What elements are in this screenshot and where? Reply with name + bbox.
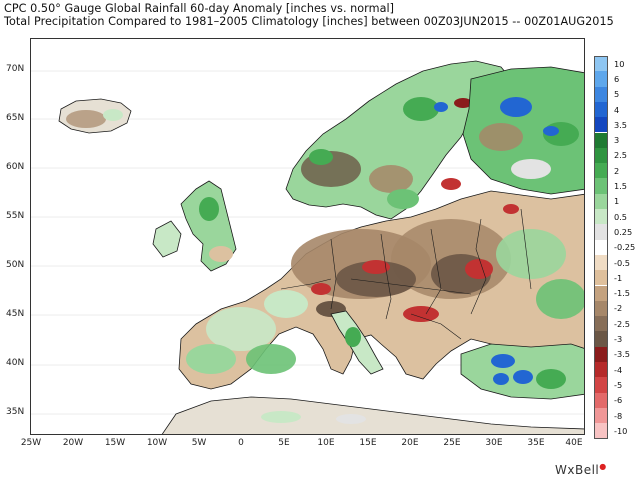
legend-label: -2 bbox=[614, 303, 623, 314]
legend-swatch bbox=[594, 392, 608, 408]
lon-tick: 10E bbox=[317, 438, 335, 448]
iceland bbox=[58, 98, 132, 134]
brand-text: WxBell bbox=[555, 463, 600, 477]
legend-swatch bbox=[594, 239, 608, 255]
legend-label: -4 bbox=[614, 364, 623, 375]
north-africa bbox=[161, 396, 584, 434]
lat-tick: 70N bbox=[6, 64, 25, 74]
legend-swatch bbox=[594, 163, 608, 179]
lon-tick: 10W bbox=[146, 438, 168, 448]
legend-label: -5 bbox=[614, 379, 623, 390]
legend-swatch bbox=[594, 362, 608, 378]
legend-label: 3 bbox=[614, 135, 620, 146]
legend-label: 0.25 bbox=[614, 226, 633, 237]
legend-swatch bbox=[594, 407, 608, 424]
legend-swatch bbox=[594, 316, 608, 332]
lat-tick: 45N bbox=[6, 309, 25, 319]
legend-label: 1 bbox=[614, 196, 620, 207]
legend-swatch bbox=[594, 254, 608, 271]
finland-russia bbox=[462, 66, 584, 195]
lon-tick: 5W bbox=[191, 438, 207, 448]
lon-tick: 5E bbox=[278, 438, 290, 448]
lon-tick: 20E bbox=[401, 438, 419, 448]
map-title: CPC 0.50° Gauge Global Rainfall 60-day A… bbox=[4, 2, 395, 15]
lat-tick: 40N bbox=[6, 358, 25, 368]
borders bbox=[280, 208, 532, 340]
legend-swatch bbox=[594, 285, 608, 301]
wxbell-logo: WxBell● bbox=[555, 462, 607, 477]
europe-map-svg bbox=[31, 60, 584, 434]
legend-swatch bbox=[594, 300, 608, 317]
legend-label: 10 bbox=[614, 58, 625, 69]
legend-swatch bbox=[594, 209, 608, 225]
british-isles bbox=[152, 180, 237, 272]
legend-swatch bbox=[594, 71, 608, 87]
legend-swatch bbox=[594, 178, 608, 194]
lon-tick: 15W bbox=[104, 438, 126, 448]
lon-tick: 40E bbox=[565, 438, 583, 448]
turkey bbox=[460, 343, 584, 400]
lat-tick: 50N bbox=[6, 260, 25, 270]
legend-label: 5 bbox=[614, 89, 620, 100]
legend-swatch bbox=[594, 101, 608, 118]
legend-label: -3 bbox=[614, 334, 623, 345]
lat-tick: 55N bbox=[6, 211, 25, 221]
legend-label: 3.5 bbox=[614, 119, 628, 130]
lat-tick: 35N bbox=[6, 407, 25, 417]
italy bbox=[330, 310, 384, 375]
map-subtitle: Total Precipitation Compared to 1981–200… bbox=[4, 15, 614, 28]
legend-label: 0.5 bbox=[614, 211, 628, 222]
legend-label: -10 bbox=[614, 425, 628, 436]
legend-label: 2.5 bbox=[614, 150, 628, 161]
legend-swatch bbox=[594, 193, 608, 209]
legend-label: -6 bbox=[614, 395, 623, 406]
legend-label: 1.5 bbox=[614, 181, 628, 192]
legend-swatch bbox=[594, 56, 608, 72]
lat-tick: 65N bbox=[6, 113, 25, 123]
anomaly-map bbox=[30, 38, 585, 435]
legend-label: -0.25 bbox=[614, 242, 636, 253]
lon-tick: 35E bbox=[527, 438, 545, 448]
continental-europe bbox=[178, 178, 584, 390]
legend-label: -0.5 bbox=[614, 257, 630, 268]
legend-swatch bbox=[594, 86, 608, 102]
legend-swatch bbox=[594, 423, 608, 439]
lon-tick: 30E bbox=[485, 438, 503, 448]
lon-tick: 15E bbox=[359, 438, 377, 448]
legend-label: 6 bbox=[614, 73, 620, 84]
lon-tick: 0 bbox=[238, 438, 244, 448]
legend-label: 4 bbox=[614, 104, 620, 115]
legend-label: -2.5 bbox=[614, 318, 630, 329]
lat-tick: 60N bbox=[6, 162, 25, 172]
legend-label: -8 bbox=[614, 410, 623, 421]
brand-dot-icon: ● bbox=[599, 462, 607, 471]
legend-label: -1 bbox=[614, 272, 623, 283]
legend-label: -1.5 bbox=[614, 288, 630, 299]
legend-swatch bbox=[594, 346, 608, 362]
lon-tick: 25E bbox=[443, 438, 461, 448]
lon-tick: 20W bbox=[62, 438, 84, 448]
lon-tick: 25W bbox=[20, 438, 42, 448]
legend-swatch bbox=[594, 147, 608, 164]
legend-swatch bbox=[594, 331, 608, 347]
legend-swatch bbox=[594, 377, 608, 393]
legend-label: 2 bbox=[614, 165, 620, 176]
legend-swatch bbox=[594, 132, 608, 148]
legend-label: -3.5 bbox=[614, 349, 630, 360]
legend-swatch bbox=[594, 270, 608, 286]
legend-swatch bbox=[594, 224, 608, 240]
scandinavia bbox=[285, 60, 512, 220]
legend-swatch bbox=[594, 117, 608, 133]
